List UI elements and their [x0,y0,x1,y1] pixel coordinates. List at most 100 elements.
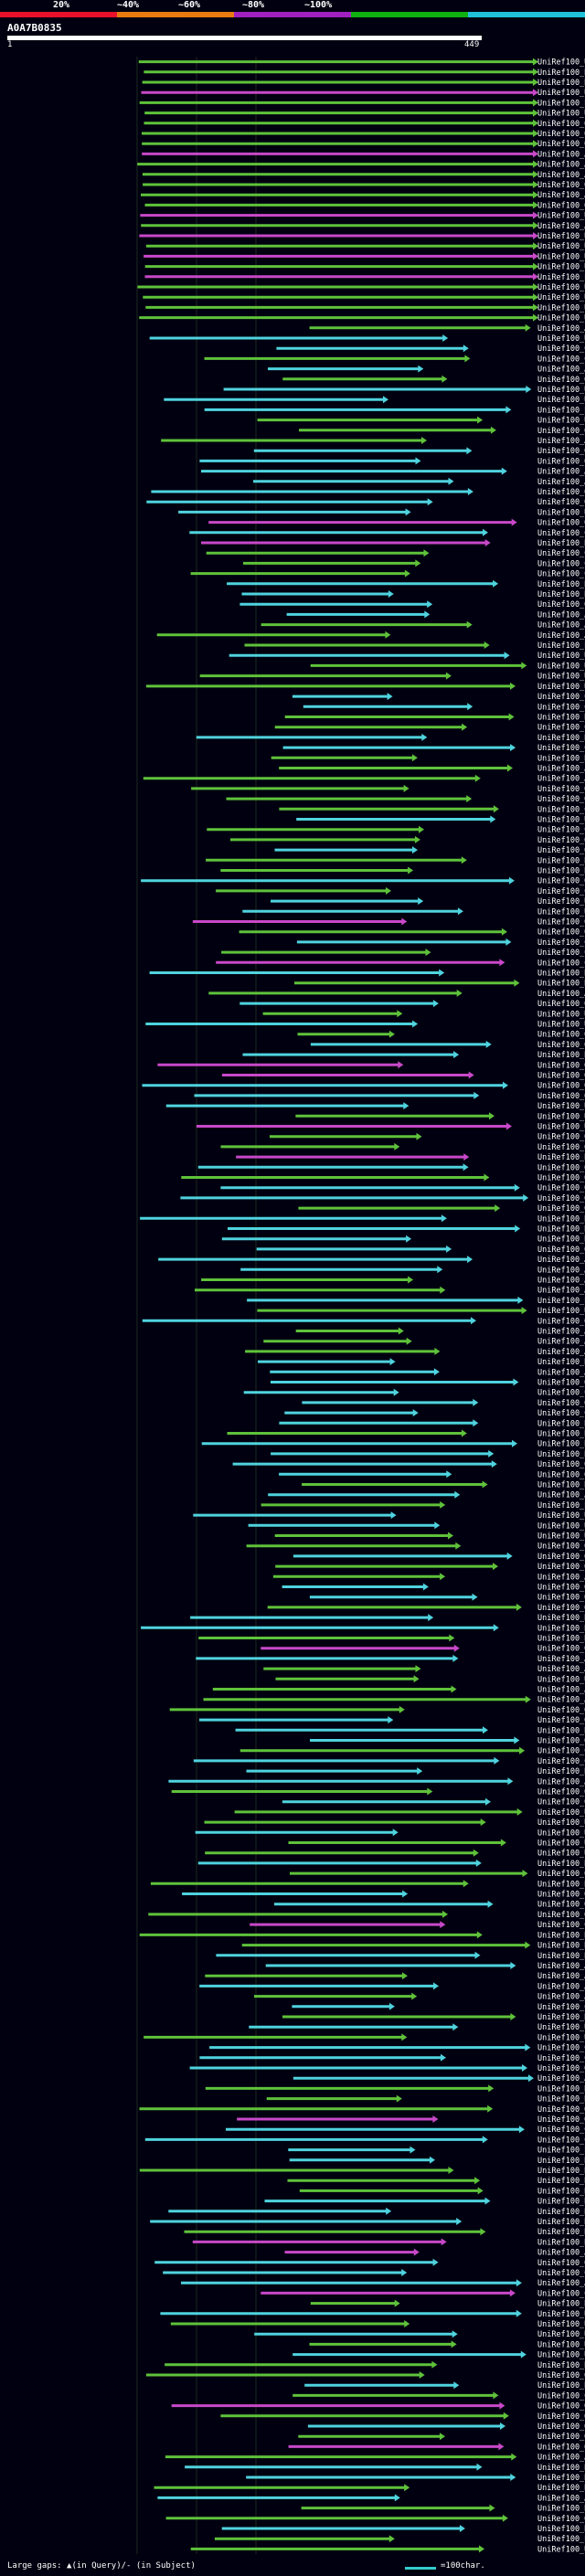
subject-label[interactable]: UniRef100_B6GYS2 [537,1880,585,1889]
subject-label[interactable]: UniRef100_B9PJV6 [537,2198,585,2207]
subject-label[interactable]: UniRef100_UP1000... [537,58,585,68]
subject-label[interactable]: UniRef100_Q6EP16 [537,795,585,804]
subject-label[interactable]: UniRef100_Q5C3E4 [537,2443,585,2452]
subject-label[interactable]: UniRef100_C1MGR3 [537,559,585,568]
subject-label[interactable]: UniRef100_Q82MI8 [537,519,585,528]
subject-label[interactable]: UniRef100_B9PH70 [537,1614,585,1623]
subject-label[interactable]: UniRef100_Q5KJV4 [537,1594,585,1603]
subject-label[interactable]: UniRef100_B9PWT5 [537,2177,585,2186]
subject-label[interactable]: UniRef100_B9PVF3 [537,2208,585,2217]
subject-label[interactable]: UniRef100_Q7RKZ2 [537,1716,585,1725]
subject-label[interactable]: UniRef100_B9PS22 [537,1051,585,1060]
subject-label[interactable]: UniRef100_Q689B4 [537,1553,585,1562]
subject-label[interactable]: UniRef100_A2XGF5 [537,161,585,170]
subject-label[interactable]: UniRef100_UP1000... [537,1850,585,1859]
subject-label[interactable]: UniRef100_C6L039 [537,529,585,538]
subject-label[interactable]: UniRef100_B9QP55 [537,1931,585,1940]
subject-label[interactable]: UniRef100_Q54F53 [537,427,585,436]
subject-label[interactable]: UniRef100_C7MR71 [537,949,585,958]
subject-label[interactable]: UniRef100_C5M9J1 [537,1757,585,1766]
subject-label[interactable]: UniRef100_A9HUT1 [537,1287,585,1296]
subject-label[interactable]: UniRef100_C0F8Q7 [537,345,585,354]
subject-label[interactable]: UniRef100_Q0WMY2 [537,130,585,139]
subject-label[interactable]: UniRef100_A6Z8C9 [537,1328,585,1337]
subject-label[interactable]: UniRef100_UP1000... [537,417,585,426]
subject-label[interactable]: UniRef100_B9PVH0 [537,2361,585,2370]
subject-label[interactable]: UniRef100_Q4Z6B1 [537,1204,585,1214]
subject-label[interactable]: UniRef100_Q1HJ52 [537,1645,585,1654]
subject-label[interactable]: UniRef100_Q81DC1 [537,836,585,845]
subject-label[interactable]: UniRef100_A5KB15 [537,2249,585,2258]
subject-label[interactable]: UniRef100_UP1000... [537,2033,585,2042]
subject-label[interactable]: UniRef100_B9P5L8 [537,2095,585,2104]
subject-label[interactable]: UniRef100_Q86K40 [537,1082,585,1091]
subject-label[interactable]: UniRef100_C7MX57 [537,1389,585,1398]
subject-label[interactable]: UniRef100_A4Y0M6 [537,621,585,631]
subject-label[interactable]: UniRef100_UP1000... [537,662,585,671]
subject-label[interactable]: UniRef100_C1YTJ5 [537,2054,585,2063]
subject-label[interactable]: UniRef100_A5KE49 [537,2494,585,2503]
subject-label[interactable]: UniRef100_UP1000... [537,1532,585,1542]
subject-label[interactable]: UniRef100_B9S6V5 [537,69,585,78]
subject-label[interactable]: UniRef100_UP1000... [537,816,585,825]
subject-label[interactable]: UniRef100_Q2TWF4 [537,1072,585,1081]
subject-label[interactable]: UniRef100_B3L0E2 [537,580,585,589]
subject-label[interactable]: UniRef100_B6KBK5 [537,1225,585,1235]
subject-label[interactable]: UniRef100_Q7RDC2 [537,1031,585,1040]
subject-label[interactable]: UniRef100_B22WV6 [537,2084,585,2094]
subject-label[interactable]: UniRef100_B3L4K1 [537,1952,585,1961]
subject-label[interactable]: UniRef100_P47245-2 [537,406,585,415]
subject-label[interactable]: UniRef100_Q8BM01 [537,201,585,210]
subject-label[interactable]: UniRef100_UP1000... [537,652,585,661]
subject-label[interactable]: UniRef100_A2XGT0 [537,171,585,180]
subject-label[interactable]: UniRef100_A7XWW5 [537,1256,585,1265]
subject-label[interactable]: UniRef100_A7SYE8 [537,1491,585,1500]
subject-label[interactable]: UniRef100_UP1000... [537,1102,585,1111]
subject-label[interactable]: UniRef100_Q1EG19 [537,1706,585,1715]
subject-label[interactable]: UniRef100_UP1000... [537,673,585,682]
subject-label[interactable]: UniRef100_C7HVS5 [537,826,585,835]
subject-label[interactable]: UniRef100_B9P9T2 [537,2157,585,2166]
subject-label[interactable]: UniRef100_Q81H04 [537,2422,585,2432]
subject-label[interactable]: UniRef100_Q8R320 [537,181,585,190]
subject-label[interactable]: UniRef100_Q0VB33 [537,1460,585,1469]
subject-label[interactable]: UniRef100_Q1DU16 [537,488,585,497]
subject-label[interactable]: UniRef100_Q6V047 [537,2371,585,2380]
subject-label[interactable]: UniRef100_UP1000... [537,2330,585,2339]
subject-label[interactable]: UniRef100_C7GL10 [537,805,585,814]
subject-label[interactable]: UniRef100_UP1000... [537,1521,585,1531]
subject-label[interactable]: UniRef100_B3ITY3 [537,539,585,548]
subject-label[interactable]: UniRef100_UP1000... [537,334,585,344]
subject-label[interactable]: UniRef100_B3L128 [537,1235,585,1245]
subject-label[interactable]: UniRef100_A4HUJ5 [537,1665,585,1674]
subject-label[interactable]: UniRef100_B5DKH0 [537,1450,585,1459]
subject-label[interactable]: UniRef100_B9PYS9 [537,2300,585,2309]
subject-label[interactable]: UniRef100_B4H3I0 [537,1726,585,1735]
subject-label[interactable]: UniRef100_A9QBE8 [537,990,585,999]
subject-label[interactable]: UniRef100_A5K5K2 [537,1982,585,1991]
subject-label[interactable]: UniRef100_UP1000... [537,1307,585,1316]
subject-label[interactable]: UniRef100_Q7G3N3 [537,1542,585,1552]
subject-label[interactable]: UniRef100_A5D1H7 [537,366,585,375]
subject-label[interactable]: UniRef100_A7TKJ1 [537,1972,585,1981]
subject-label[interactable]: UniRef100_C1MG31 [537,693,585,702]
subject-label[interactable]: UniRef100_Q6DJU9 [537,1737,585,1746]
subject-label[interactable]: UniRef100_A2QBV8 [537,2279,585,2288]
subject-label[interactable]: UniRef100_A5N4G8 [537,468,585,477]
subject-label[interactable]: UniRef100_UP1000... [537,1829,585,1838]
subject-label[interactable]: UniRef100_A5KI10 [537,478,585,487]
subject-label[interactable]: UniRef100_Q81J02 [537,846,585,855]
subject-label[interactable]: UniRef100_A3AE97 [537,150,585,159]
subject-label[interactable]: UniRef100_B3LJH4 [537,754,585,763]
subject-label[interactable]: UniRef100_B9PUU0 [537,2187,585,2196]
subject-label[interactable]: UniRef100_UP1000... [537,1818,585,1828]
subject-label[interactable]: UniRef100_B9P9U4 [537,2167,585,2176]
subject-label[interactable]: UniRef100_Q7RPC8 [537,1891,585,1900]
subject-label[interactable]: UniRef100_B1RTH5 [537,714,585,723]
subject-label[interactable]: UniRef100_Q54ZE3 [537,1399,585,1408]
subject-label[interactable]: UniRef100_C4IEN4 [537,549,585,558]
subject-label[interactable]: UniRef100_Q4PG32 [537,1470,585,1479]
subject-label[interactable]: UniRef100_B1B304 [537,590,585,599]
subject-label[interactable]: UniRef100_C7L3V0 [537,2125,585,2135]
subject-label[interactable]: UniRef100_UP1000... [537,1675,585,1684]
